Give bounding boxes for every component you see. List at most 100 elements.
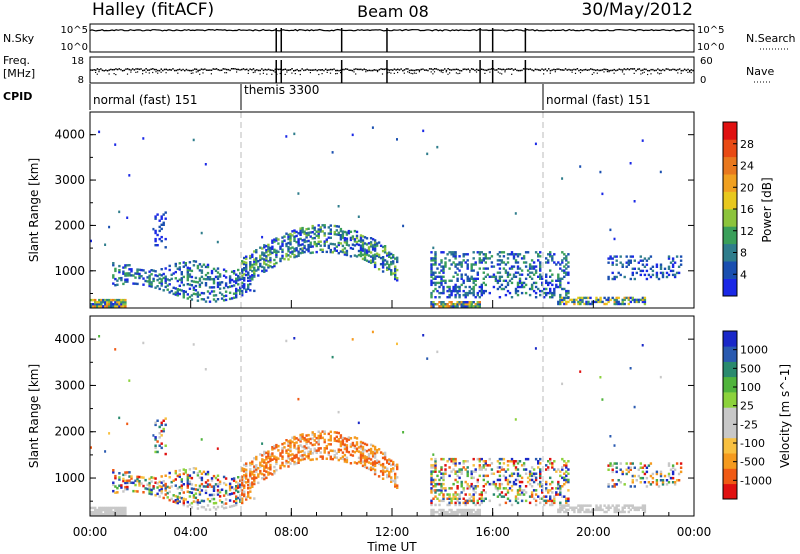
power-cell — [160, 217, 163, 220]
power-cell — [486, 273, 489, 276]
nave-point — [499, 72, 501, 74]
velocity-cell — [679, 466, 683, 469]
velocity-cell — [259, 469, 262, 473]
velocity-cell — [134, 490, 137, 493]
power-cell — [651, 265, 655, 268]
freq-point — [427, 69, 429, 72]
power-cell — [210, 286, 214, 289]
velocity-cell — [144, 478, 147, 482]
power-cell — [450, 251, 453, 254]
power-cell — [611, 296, 614, 300]
velocity-cell — [458, 501, 461, 505]
power-cell — [152, 227, 155, 231]
freq-point — [462, 68, 464, 71]
power-cell — [156, 274, 159, 278]
freq-point — [318, 69, 320, 71]
velocity-cell — [635, 508, 638, 512]
velocity-cell — [247, 479, 250, 483]
power-cell — [138, 276, 141, 280]
velocity-cell — [128, 471, 131, 474]
power-cell — [557, 277, 560, 280]
velocity-cell — [305, 434, 308, 437]
power-cell — [150, 285, 153, 288]
freq-point — [544, 68, 547, 70]
velocity-cell — [206, 504, 210, 507]
power-cell — [263, 266, 266, 269]
power-cell — [543, 287, 546, 291]
power-cell — [381, 266, 385, 269]
velocity-cell — [188, 482, 192, 486]
velocity-cell — [230, 477, 234, 481]
power-cell — [500, 259, 504, 262]
power-cell — [619, 255, 622, 258]
velocity-cell — [577, 504, 580, 507]
velocity-cell — [579, 370, 582, 373]
freq-label: Freq. — [3, 54, 30, 67]
nave-point — [266, 73, 268, 75]
power-cell — [361, 247, 365, 250]
power-cell — [198, 279, 202, 282]
power-cell — [249, 276, 252, 280]
velocity-cell — [490, 472, 494, 475]
velocity-cell — [357, 450, 361, 453]
power-cell — [432, 303, 435, 306]
power-cell — [460, 303, 463, 306]
power-cell — [621, 265, 624, 268]
velocity-cell — [359, 455, 363, 458]
velocity-cell — [547, 460, 550, 463]
power-cell — [283, 239, 286, 242]
power-cell — [492, 275, 496, 278]
power-cell — [388, 253, 391, 256]
velocity-cell — [669, 476, 673, 480]
power-cell — [114, 303, 117, 306]
velocity-cell — [271, 454, 274, 457]
power-cell — [442, 305, 445, 308]
velocity-cell — [237, 484, 240, 487]
power-cell — [430, 273, 433, 276]
power-cell — [267, 260, 270, 263]
power-cell — [665, 275, 669, 279]
power-cell — [249, 268, 252, 271]
power-cell — [371, 256, 375, 259]
velocity-cell — [333, 437, 336, 440]
freq-point — [489, 68, 491, 71]
velocity-cell — [516, 491, 520, 494]
velocity-cell — [482, 489, 485, 492]
velocity-cell — [182, 468, 185, 471]
power-cell — [625, 261, 628, 264]
velocity-cell — [458, 503, 461, 507]
power-cell — [369, 251, 373, 254]
velocity-cell — [551, 480, 554, 484]
power-cells — [90, 126, 683, 308]
velocity-cell — [557, 508, 560, 512]
velocity-cell — [164, 417, 167, 420]
velocity-cell — [633, 474, 636, 478]
velocity-cell — [651, 481, 655, 484]
velocity-cell — [627, 466, 630, 469]
velocity-cell — [468, 510, 471, 514]
power-cell — [166, 288, 169, 291]
velocity-cell — [452, 493, 455, 496]
velocity-cell — [514, 482, 518, 486]
power-cell — [321, 224, 324, 227]
freq-point — [313, 69, 315, 71]
power-cell — [557, 302, 560, 306]
velocity-cell — [468, 497, 471, 500]
velocity-cell — [178, 485, 181, 489]
velocity-cell — [251, 477, 254, 480]
freq-point — [157, 69, 159, 72]
velocity-cell — [611, 464, 614, 467]
velocity-cell — [430, 474, 433, 478]
velocity-cell — [92, 513, 95, 516]
velocity-cell — [381, 452, 385, 455]
freq-point — [338, 69, 340, 72]
power-cell — [190, 269, 194, 273]
velocity-cell — [460, 482, 463, 486]
freq-point — [442, 69, 444, 71]
power-cell — [567, 300, 570, 304]
velocity-cell — [615, 508, 618, 512]
velocity-cell — [659, 472, 663, 476]
power-cell — [269, 250, 272, 254]
power-cell — [454, 265, 457, 268]
power-cell — [257, 268, 260, 271]
